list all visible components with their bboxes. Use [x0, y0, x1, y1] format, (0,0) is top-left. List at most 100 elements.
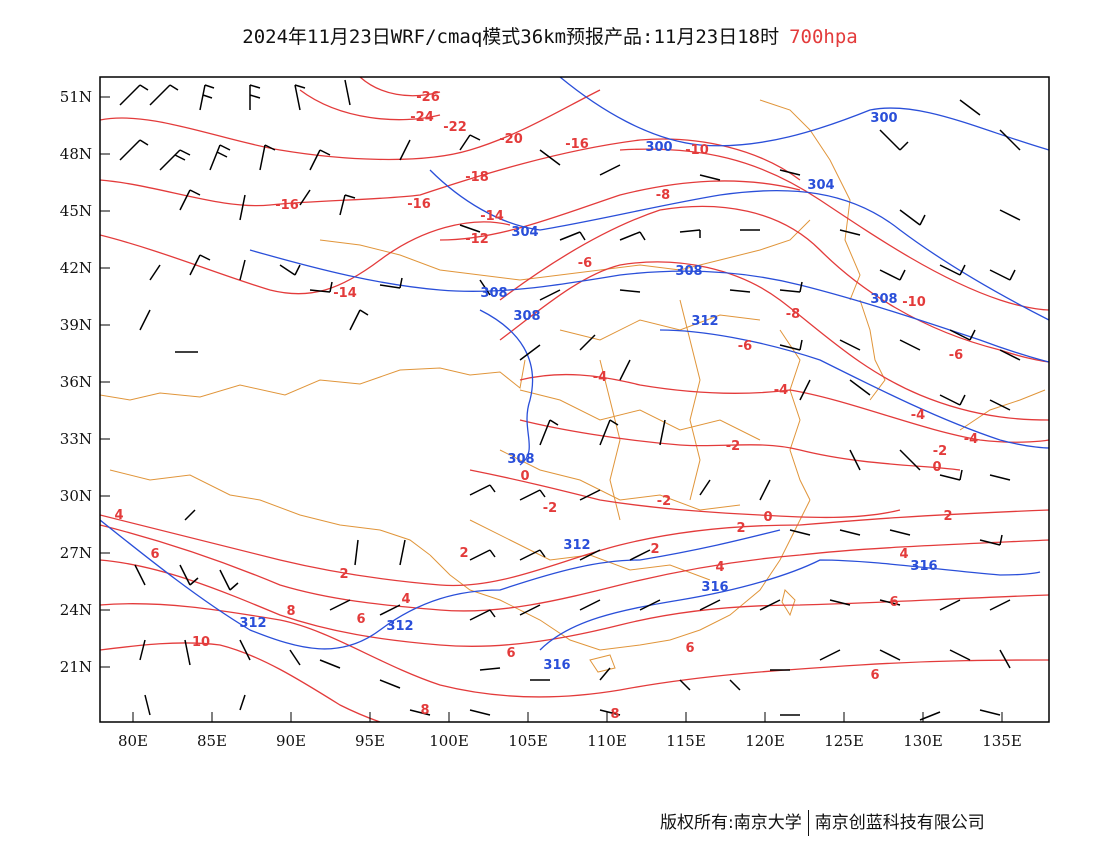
lon-label: 120E — [745, 732, 785, 750]
wind-barb — [409, 709, 431, 716]
temp-label: -26 — [416, 90, 440, 105]
wind-barb — [699, 599, 721, 611]
temp-label: -6 — [578, 256, 592, 271]
wind-barb — [289, 649, 301, 666]
wind-barb — [999, 209, 1021, 221]
height-label: 308 — [870, 292, 897, 307]
wind-barb — [459, 134, 481, 151]
lon-label: 90E — [276, 732, 306, 750]
wind-barb — [989, 269, 1016, 281]
height-contours — [100, 77, 1049, 651]
wind-barb — [344, 79, 351, 106]
wind-barb — [759, 479, 771, 501]
wind-barb — [699, 479, 711, 496]
lat-label: 33N — [60, 430, 92, 448]
wind-barb — [949, 329, 976, 341]
wind-barb — [469, 549, 496, 561]
height-label: 304 — [511, 225, 538, 240]
wind-barb — [379, 277, 403, 289]
province-lines-1 — [519, 389, 761, 441]
temp-label: 2 — [943, 509, 952, 524]
wind-barb — [629, 549, 651, 561]
isotherm-plus2 — [100, 509, 1049, 587]
temp-label: -6 — [949, 348, 963, 363]
wind-barb — [469, 609, 496, 621]
wind-barb — [479, 279, 491, 296]
wind-barb — [209, 144, 231, 171]
lon-label: 115E — [666, 732, 706, 750]
isotherm-minus20 — [100, 89, 601, 161]
wind-barb — [459, 224, 481, 233]
wind-barb — [329, 599, 351, 611]
temperature-contours — [100, 77, 1049, 722]
temp-label: 6 — [150, 547, 159, 562]
lat-labels: 51N 48N 45N 42N 39N 36N 33N 30N 27N 24N … — [60, 88, 92, 676]
wind-barb — [729, 679, 741, 691]
lat-label: 39N — [60, 316, 92, 334]
wind-barb — [949, 649, 971, 661]
wind-barb — [939, 599, 961, 611]
wind-barb — [679, 679, 691, 691]
wind-barb — [989, 399, 1011, 411]
wind-barb — [539, 289, 561, 301]
wind-barb — [899, 449, 921, 471]
lat-label: 36N — [60, 373, 92, 391]
wind-barb — [309, 281, 333, 293]
province-lines-6 — [679, 299, 701, 501]
wind-barb — [979, 534, 1003, 546]
wind-barb — [849, 379, 871, 396]
wind-barb — [799, 379, 811, 401]
temp-label: -10 — [902, 295, 926, 310]
wind-barb — [519, 604, 541, 616]
isotherm-minus24 — [299, 89, 441, 121]
temp-label: -8 — [656, 188, 670, 203]
height-label: 304 — [807, 178, 834, 193]
height-308 — [249, 249, 1049, 363]
wind-barb — [349, 309, 369, 331]
height-label: 300 — [870, 111, 897, 126]
temp-label: 10 — [192, 635, 210, 650]
isotherm-minus4 — [519, 373, 1049, 443]
isotherm-minus6 — [499, 261, 1049, 421]
wind-barb — [149, 264, 161, 281]
temp-label: 0 — [932, 460, 941, 475]
wind-barb — [759, 599, 781, 611]
temp-label: 8 — [286, 604, 295, 619]
wind-barb — [189, 254, 211, 276]
wind-barb — [879, 649, 901, 661]
temp-label: -4 — [911, 408, 925, 423]
lon-label: 125E — [824, 732, 864, 750]
height-label: 300 — [645, 140, 672, 155]
wind-barb — [184, 509, 196, 521]
wind-barb — [889, 529, 911, 536]
mongolia-border — [319, 219, 811, 281]
lat-label: 30N — [60, 487, 92, 505]
lon-label: 110E — [587, 732, 627, 750]
wind-barb — [959, 99, 981, 116]
wind-barb — [354, 539, 359, 566]
tibet-south-border — [109, 469, 431, 556]
temp-label: 2 — [736, 521, 745, 536]
wind-barb — [789, 529, 811, 536]
wind-barb — [899, 209, 926, 226]
temp-label: -4 — [964, 432, 978, 447]
wind-barb — [619, 231, 646, 241]
height-label: 308 — [675, 264, 702, 279]
lon-label: 80E — [118, 732, 148, 750]
temp-label: -4 — [774, 383, 788, 398]
temp-label: 4 — [715, 560, 724, 575]
copyright-right: 南京创蓝科技有限公司 — [814, 813, 985, 833]
wind-barb — [639, 599, 661, 611]
map-frame — [99, 76, 1050, 723]
wind-barb — [999, 349, 1021, 361]
footer-divider — [807, 810, 809, 836]
height-label: 316 — [910, 559, 937, 574]
lat-label: 48N — [60, 145, 92, 163]
wind-barb — [259, 144, 276, 171]
wind-barb — [599, 667, 611, 681]
country-borders — [100, 99, 1046, 673]
hainan-island — [589, 654, 616, 673]
northeast-border — [759, 99, 861, 301]
lat-label: 42N — [60, 259, 92, 277]
temp-label: -16 — [565, 137, 589, 152]
